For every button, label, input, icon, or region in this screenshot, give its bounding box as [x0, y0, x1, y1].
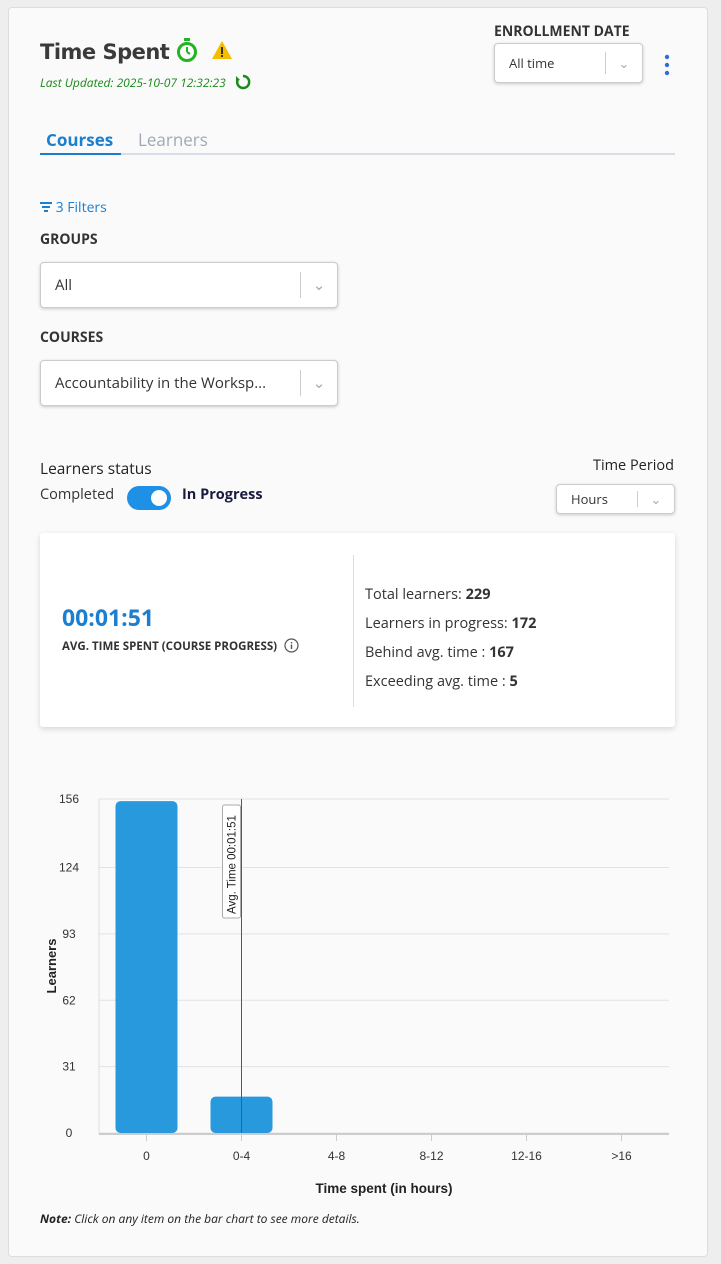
y-tick-label: 62	[62, 993, 76, 1007]
total-learners: Total learners: 229	[365, 585, 491, 604]
completed-label: Completed	[40, 485, 115, 504]
bar[interactable]	[115, 801, 178, 1133]
chevron-down-icon: ⌄	[312, 373, 326, 393]
tab-courses[interactable]: Courses	[46, 128, 114, 151]
chevron-down-icon: ⌄	[312, 275, 326, 295]
x-tick-label: 0	[143, 1149, 150, 1163]
info-icon[interactable]	[284, 638, 299, 653]
avg-time-label-box	[222, 804, 241, 919]
x-tick-label: 0-4	[233, 1149, 251, 1163]
status-toggle[interactable]	[127, 486, 171, 510]
tabs: Courses Learners	[40, 125, 675, 155]
in-progress-label: In Progress	[182, 485, 263, 504]
filter-icon	[40, 202, 52, 212]
x-axis-title: Time spent (in hours)	[315, 1181, 452, 1196]
learners-status-label: Learners status	[40, 457, 152, 479]
y-axis-title: Learners	[44, 939, 59, 994]
x-tick-label: 8-12	[419, 1149, 443, 1163]
enrollment-date-select[interactable]: All time ⌄	[494, 43, 643, 83]
select-value: Accountability in the Worksp...	[55, 373, 267, 393]
y-tick-label: 0	[66, 1126, 73, 1140]
divider	[637, 490, 638, 508]
chart-note: Note: Click on any item on the bar chart…	[40, 1210, 360, 1227]
active-tab-indicator	[40, 153, 121, 155]
time-spent-bar-chart: 0 31 62 93 124 156 0 0-4 4-8 8-12 12-16 >16 Avg. Tim…	[44, 792, 669, 1196]
select-value: All	[55, 275, 73, 295]
refresh-icon[interactable]	[235, 74, 251, 90]
chevron-down-icon: ⌄	[618, 54, 630, 72]
avg-time-value: 00:01:51	[62, 601, 155, 633]
more-options-icon[interactable]	[663, 54, 671, 81]
tab-learners[interactable]: Learners	[138, 128, 208, 151]
y-tick-label: 124	[59, 861, 79, 875]
avg-time-label: AVG. TIME SPENT (COURSE PROGRESS)	[62, 638, 299, 654]
y-tick-label: 156	[59, 792, 79, 806]
groups-label: GROUPS	[40, 230, 98, 249]
groups-select[interactable]: All ⌄	[40, 262, 338, 308]
select-value: Hours	[571, 490, 608, 508]
courses-label: COURSES	[40, 328, 104, 347]
x-tick-label: 4-8	[328, 1149, 346, 1163]
divider	[300, 369, 301, 397]
time-period-select[interactable]: Hours ⌄	[556, 484, 675, 514]
select-value: All time	[509, 54, 555, 72]
warning-icon	[211, 41, 232, 59]
y-tick-label: 31	[62, 1060, 76, 1074]
exceeding-avg-time: Exceeding avg. time : 5	[365, 672, 518, 691]
last-updated: Last Updated: 2025-10-07 12:32:23	[40, 74, 251, 91]
filters-button[interactable]: 3 Filters	[40, 198, 107, 217]
divider	[605, 51, 606, 75]
courses-select[interactable]: Accountability in the Worksp... ⌄	[40, 360, 338, 406]
behind-avg-time: Behind avg. time : 167	[365, 643, 514, 662]
time-spent-card: Time Spent Last Updated: 2025-10-07 12:3…	[8, 7, 708, 1257]
stopwatch-icon	[177, 38, 198, 62]
divider	[353, 555, 354, 707]
x-tick-label: 12-16	[511, 1149, 542, 1163]
divider	[300, 271, 301, 299]
x-tick-label: >16	[611, 1149, 632, 1163]
toggle-knob	[151, 490, 167, 506]
enrollment-date-label: ENROLLMENT DATE	[494, 22, 630, 41]
filters-label: 3 Filters	[55, 198, 107, 217]
y-tick-label: 93	[62, 927, 76, 941]
learners-in-progress: Learners in progress: 172	[365, 614, 537, 633]
summary-card: 00:01:51 AVG. TIME SPENT (COURSE PROGRES…	[40, 533, 675, 727]
avg-time-label: Avg. Time 00:01:51	[227, 815, 239, 914]
chevron-down-icon: ⌄	[650, 490, 662, 508]
page-title: Time Spent	[40, 38, 233, 64]
time-period-label: Time Period	[592, 456, 674, 475]
